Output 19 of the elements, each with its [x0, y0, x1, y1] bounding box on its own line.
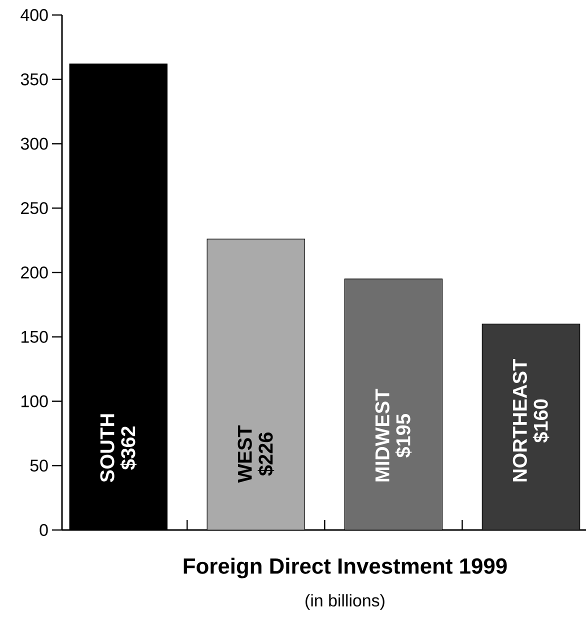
y-tick-label: 400: [20, 8, 48, 21]
x-tick-label: NORTHEAST: [512, 358, 527, 482]
text: Foreign Direct Investment 1999: [184, 558, 507, 578]
y-tick-label: 250: [21, 202, 48, 214]
data-label: $160: [532, 399, 550, 443]
y-tick-label: 0: [40, 524, 48, 536]
y-tick-label: 150: [22, 330, 48, 343]
y-tick-label: 200: [21, 266, 48, 278]
y-tick-label: 350: [20, 73, 48, 86]
data-label: $362: [120, 426, 137, 470]
y-tick-label: 100: [22, 395, 48, 408]
x-tick-label: MIDWEST: [375, 388, 390, 482]
y-tick-label: 50: [30, 460, 48, 472]
data-label: $226: [258, 432, 274, 476]
data-label: $195: [395, 414, 412, 458]
x-tick-label: SOUTH: [100, 414, 114, 482]
text: (in billions): [306, 594, 384, 610]
x-tick-label: WEST: [238, 425, 252, 483]
y-tick-label: 300: [20, 138, 48, 150]
